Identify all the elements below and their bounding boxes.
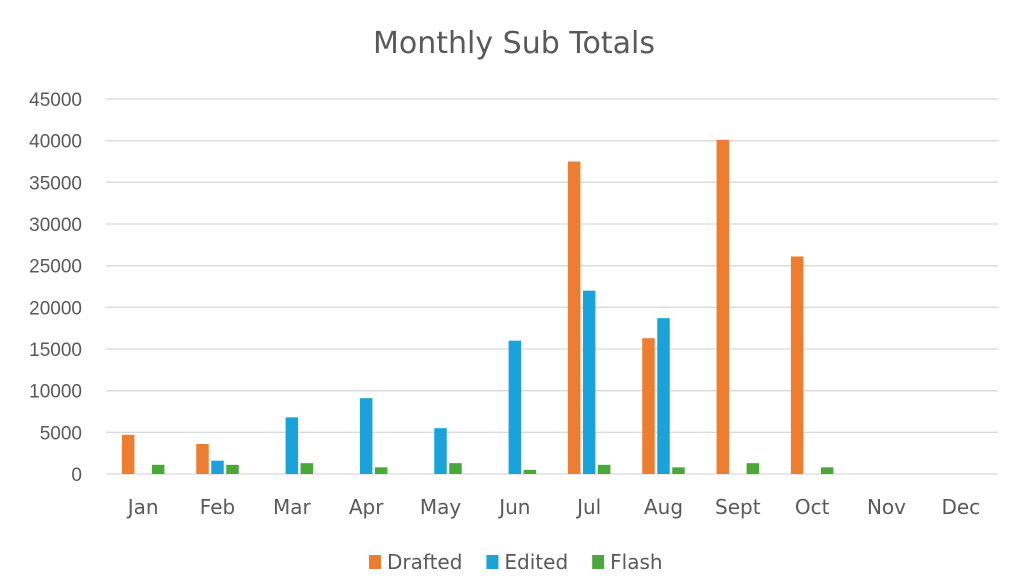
bar-drafted-jul [567, 161, 581, 474]
x-tick-label: Jun [497, 495, 530, 519]
legend-swatch-drafted [369, 555, 381, 569]
bar-drafted-oct [790, 256, 804, 474]
gridlines [106, 98, 998, 475]
y-tick-label: 5000 [40, 423, 82, 444]
y-tick-label: 30000 [29, 215, 82, 236]
bar-drafted-jan [121, 434, 135, 474]
x-tick-label: Nov [867, 495, 906, 519]
bar-edited-may [434, 428, 447, 474]
bar-edited-jul [582, 290, 596, 474]
legend-label-edited: Edited [504, 550, 568, 574]
y-tick-label: 10000 [29, 382, 82, 403]
bar-flash-jul [597, 464, 611, 474]
bar-flash-jun [523, 469, 537, 474]
y-tick-label: 20000 [29, 298, 82, 319]
legend-swatch-edited [486, 555, 499, 569]
x-tick-label: Jul [575, 495, 601, 519]
x-tick-label: Jan [126, 495, 159, 519]
x-tick-label: Apr [349, 495, 384, 519]
bar-edited-aug [657, 318, 670, 474]
x-axis-ticks: Jan Feb Mar Apr May Jun Jul Aug Sept Oct Nov Dec [126, 495, 980, 519]
x-tick-label: Aug [644, 495, 683, 519]
y-tick-label: 40000 [29, 132, 82, 153]
bar-drafted-feb [196, 444, 209, 474]
y-tick-label: 45000 [29, 90, 82, 111]
bar-flash-jan [151, 464, 165, 474]
bar-flash-may [449, 463, 462, 474]
legend-label-flash: Flash [610, 550, 662, 574]
bar-flash-oct [820, 467, 834, 474]
x-tick-label: Mar [273, 495, 312, 519]
y-tick-label: 35000 [29, 173, 82, 194]
bar-flash-mar [300, 463, 314, 474]
x-tick-label: Sept [715, 495, 761, 519]
x-tick-label: May [420, 495, 462, 519]
legend: Drafted Edited Flash [369, 550, 663, 574]
bar-drafted-sept [716, 139, 730, 475]
bar-edited-feb [211, 460, 224, 474]
bar-edited-mar [285, 417, 299, 474]
legend-label-drafted: Drafted [387, 550, 462, 574]
bar-flash-sept [746, 463, 760, 474]
x-tick-label: Feb [200, 495, 235, 519]
y-axis-ticks: 0 5000 10000 15000 20000 25000 30000 35000 40000… [29, 90, 82, 486]
bar-flash-aug [672, 467, 685, 474]
x-tick-label: Oct [795, 495, 830, 519]
chart-title: Monthly Sub Totals [373, 26, 655, 61]
bar-flash-apr [374, 467, 388, 474]
y-tick-label: 0 [71, 465, 82, 486]
bar-flash-feb [226, 464, 239, 474]
bar-drafted-aug [642, 338, 655, 474]
bars [121, 139, 834, 475]
y-tick-label: 15000 [29, 340, 82, 361]
x-tick-label: Dec [941, 495, 980, 519]
bar-edited-jun [508, 340, 522, 474]
legend-swatch-flash [592, 555, 605, 569]
y-tick-label: 25000 [29, 257, 82, 278]
bar-edited-apr [359, 398, 373, 474]
